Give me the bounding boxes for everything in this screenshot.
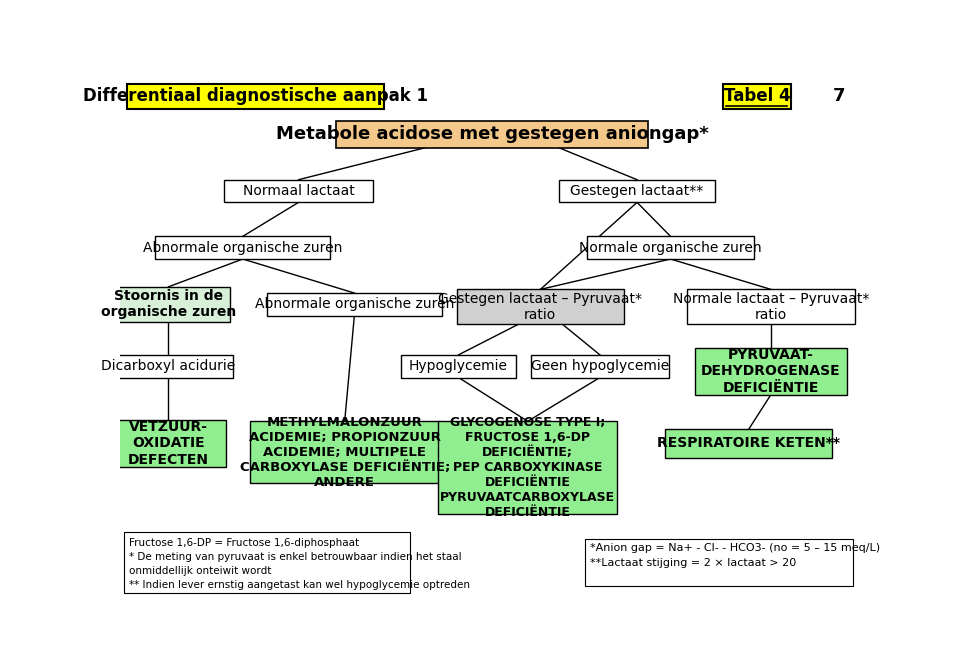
FancyBboxPatch shape xyxy=(587,236,755,259)
FancyBboxPatch shape xyxy=(439,421,617,514)
Text: Abnormale organische zuren: Abnormale organische zuren xyxy=(143,241,343,255)
Text: Stoornis in de
organische zuren: Stoornis in de organische zuren xyxy=(101,289,236,320)
Text: Gestegen lactaat**: Gestegen lactaat** xyxy=(570,184,704,198)
Text: METHYLMALONZUUR
ACIDEMIE; PROPIONZUUR
ACIDEMIE; MULTIPELE
CARBOXYLASE DEFICIËNTI: METHYLMALONZUUR ACIDEMIE; PROPIONZUUR AC… xyxy=(239,415,450,488)
FancyBboxPatch shape xyxy=(457,290,624,324)
FancyBboxPatch shape xyxy=(267,293,442,316)
FancyBboxPatch shape xyxy=(250,421,440,483)
FancyBboxPatch shape xyxy=(110,420,226,467)
Text: VETZUUR-
OXIDATIE
DEFECTEN: VETZUUR- OXIDATIE DEFECTEN xyxy=(128,420,209,467)
Text: *Anion gap = Na+ - Cl- - HCO3- (no = 5 – 15 meq/L)
**Lactaat stijging = 2 × lact: *Anion gap = Na+ - Cl- - HCO3- (no = 5 –… xyxy=(590,543,880,568)
Text: Tabel 4: Tabel 4 xyxy=(724,87,790,105)
Text: Metabole acidose met gestegen aniongap*: Metabole acidose met gestegen aniongap* xyxy=(276,125,708,143)
Text: Gestegen lactaat – Pyruvaat*
ratio: Gestegen lactaat – Pyruvaat* ratio xyxy=(439,292,642,322)
Text: Hypoglycemie: Hypoglycemie xyxy=(409,359,508,373)
Text: Abnormale organische zuren: Abnormale organische zuren xyxy=(254,297,454,311)
FancyBboxPatch shape xyxy=(156,236,330,259)
Text: RESPIRATOIRE KETEN**: RESPIRATOIRE KETEN** xyxy=(658,436,840,450)
FancyBboxPatch shape xyxy=(128,84,384,108)
FancyBboxPatch shape xyxy=(107,287,229,322)
Text: Normaal lactaat: Normaal lactaat xyxy=(243,184,354,198)
Text: Fructose 1,6-DP = Fructose 1,6-diphosphaat
* De meting van pyruvaat is enkel bet: Fructose 1,6-DP = Fructose 1,6-diphospha… xyxy=(129,538,470,589)
FancyBboxPatch shape xyxy=(124,532,410,593)
Text: Normale organische zuren: Normale organische zuren xyxy=(579,241,762,255)
Text: PYRUVAAT-
DEHYDROGENASE
DEFICIËNTIE: PYRUVAAT- DEHYDROGENASE DEFICIËNTIE xyxy=(701,348,841,395)
FancyBboxPatch shape xyxy=(585,539,852,586)
FancyBboxPatch shape xyxy=(723,84,791,108)
FancyBboxPatch shape xyxy=(559,180,715,202)
FancyBboxPatch shape xyxy=(224,180,372,202)
Text: Dicarboxyl acidurie: Dicarboxyl acidurie xyxy=(101,359,235,373)
FancyBboxPatch shape xyxy=(531,355,669,377)
Text: Normale lactaat – Pyruvaat*
ratio: Normale lactaat – Pyruvaat* ratio xyxy=(673,292,869,322)
Text: GLYCOGENOSE TYPE I;
FRUCTOSE 1,6-DP
DEFICIËNTIE;
PEP CARBOXYKINASE
DEFICIËNTIE
P: GLYCOGENOSE TYPE I; FRUCTOSE 1,6-DP DEFI… xyxy=(440,416,615,519)
FancyBboxPatch shape xyxy=(695,348,848,395)
FancyBboxPatch shape xyxy=(687,290,854,324)
FancyBboxPatch shape xyxy=(104,355,233,377)
FancyBboxPatch shape xyxy=(401,355,516,377)
Text: Geen hypoglycemie: Geen hypoglycemie xyxy=(531,359,669,373)
FancyBboxPatch shape xyxy=(665,429,832,458)
FancyBboxPatch shape xyxy=(336,121,648,148)
Text: Differentiaal diagnostische aanpak 1: Differentiaal diagnostische aanpak 1 xyxy=(84,87,428,105)
Text: 7: 7 xyxy=(832,87,845,105)
